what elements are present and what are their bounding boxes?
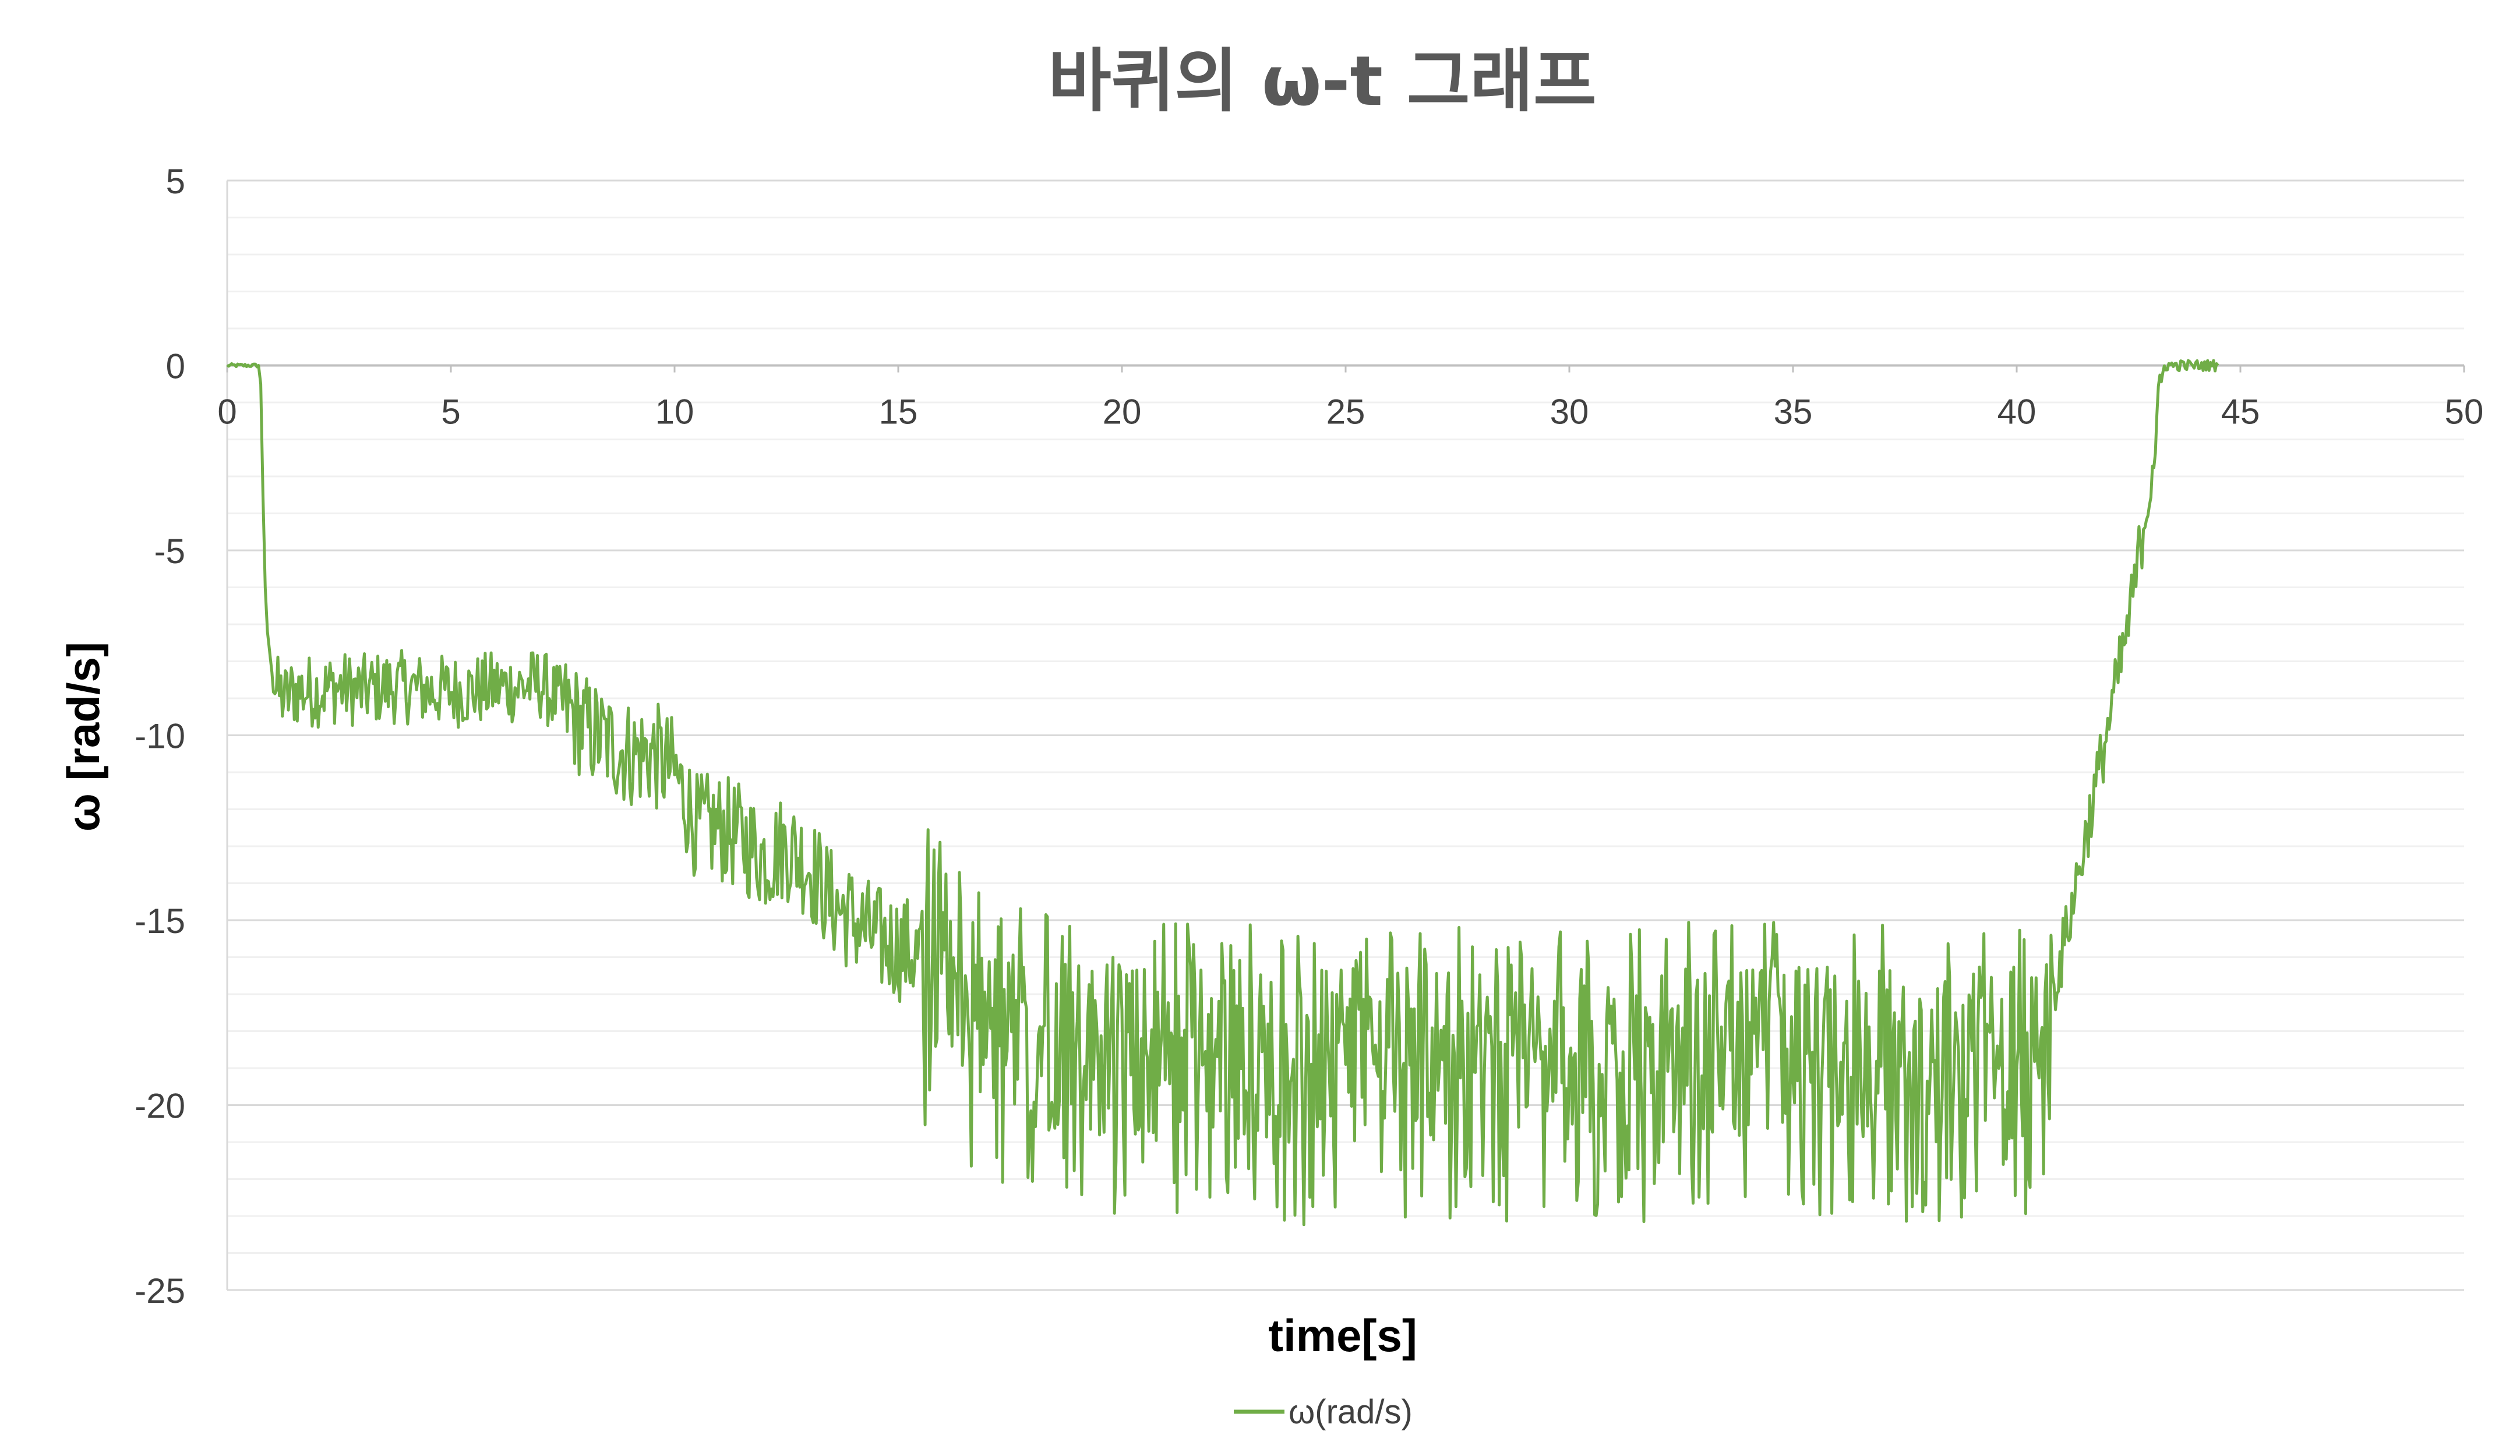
series-line-omega bbox=[226, 359, 2219, 1227]
y-tick-label: -10 bbox=[135, 717, 185, 756]
legend: ω(rad/s) bbox=[1234, 1393, 1413, 1431]
x-tick-label: 45 bbox=[2221, 393, 2260, 432]
y-tick-label: -25 bbox=[135, 1271, 185, 1310]
y-tick-label: 0 bbox=[166, 347, 185, 386]
x-axis-title: time[s] bbox=[1268, 1310, 1417, 1361]
legend-label: ω(rad/s) bbox=[1289, 1393, 1413, 1431]
x-tick-label: 25 bbox=[1326, 393, 1365, 432]
x-tick-labels: 0 5 10 15 20 25 30 35 40 45 50 bbox=[217, 393, 2483, 432]
y-tick-labels: 5 0 -5 -10 -15 -20 -25 bbox=[135, 162, 185, 1310]
x-tick-label: 10 bbox=[655, 393, 694, 432]
x-tick-label: 40 bbox=[1997, 393, 2037, 432]
y-tick-label: 5 bbox=[166, 162, 185, 201]
y-tick-label: -15 bbox=[135, 902, 185, 941]
y-tick-label: -20 bbox=[135, 1087, 185, 1126]
series-layer bbox=[226, 359, 2219, 1227]
x-tick-label: 15 bbox=[879, 393, 918, 432]
y-tick-label: -5 bbox=[154, 532, 185, 571]
x-tick-label: 0 bbox=[217, 393, 237, 432]
x-tick-label: 20 bbox=[1103, 393, 1142, 432]
x-tick-label: 50 bbox=[2445, 393, 2484, 432]
x-tick-label: 35 bbox=[1774, 393, 1813, 432]
x-tick-label: 5 bbox=[441, 393, 460, 432]
x-tick-label: 30 bbox=[1550, 393, 1589, 432]
chart-title: 바퀴의 ω-t 그래프 bbox=[1048, 41, 1596, 121]
grid-layer bbox=[227, 179, 2464, 1291]
y-axis-title: ω [rad/s] bbox=[58, 642, 109, 832]
